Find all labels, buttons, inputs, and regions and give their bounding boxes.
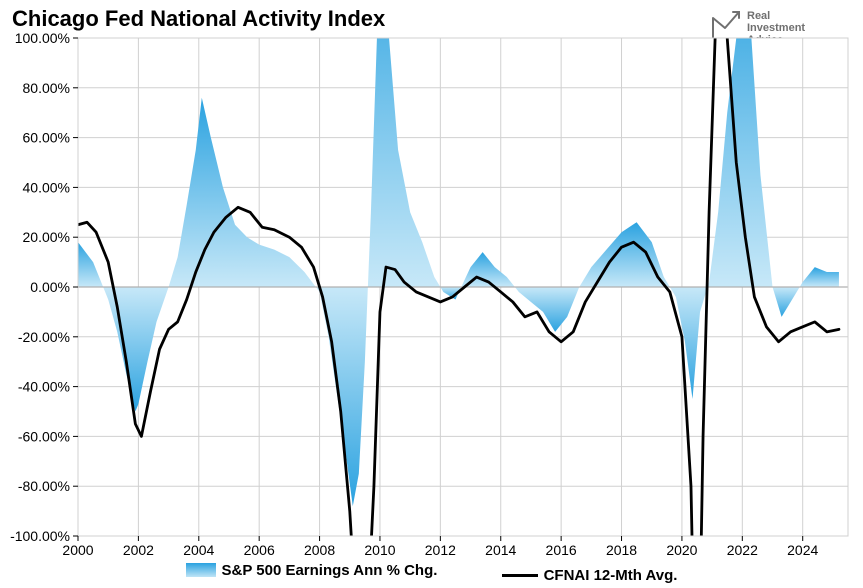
x-tick-label: 2022 xyxy=(727,542,758,558)
x-tick-label: 2018 xyxy=(606,542,637,558)
x-tick-label: 2002 xyxy=(123,542,154,558)
y-tick-label: 60.00% xyxy=(23,130,70,146)
y-tick-label: 100.00% xyxy=(15,30,70,46)
x-tick-label: 2016 xyxy=(546,542,577,558)
y-tick-label: -20.00% xyxy=(18,329,70,345)
x-tick-label: 2024 xyxy=(787,542,818,558)
x-tick-label: 2008 xyxy=(304,542,335,558)
chart-container: { "title": "Chicago Fed National Activit… xyxy=(0,0,863,588)
legend-label-line: CFNAI 12-Mth Avg. xyxy=(544,567,678,584)
chart-legend: S&P 500 Earnings Ann % Chg. CFNAI 12-Mth… xyxy=(0,562,863,585)
x-tick-label: 2004 xyxy=(183,542,214,558)
x-tick-label: 2010 xyxy=(364,542,395,558)
x-tick-label: 2006 xyxy=(244,542,275,558)
legend-label-area: S&P 500 Earnings Ann % Chg. xyxy=(222,562,438,579)
x-tick-label: 2014 xyxy=(485,542,516,558)
legend-item-area: S&P 500 Earnings Ann % Chg. xyxy=(186,562,438,579)
chart-plot: -100.00% -80.00% -60.00% -40.00% -20.00% 0.00… xyxy=(0,0,863,588)
legend-swatch-line xyxy=(502,574,538,577)
x-tick-label: 2012 xyxy=(425,542,456,558)
y-tick-label: -60.00% xyxy=(18,428,70,444)
y-tick-label: -40.00% xyxy=(18,379,70,395)
y-tick-label: 80.00% xyxy=(23,80,70,96)
y-tick-label: -80.00% xyxy=(18,478,70,494)
y-tick-label: 0.00% xyxy=(30,279,70,295)
x-tick-label: 2000 xyxy=(62,542,93,558)
y-tick-label: 40.00% xyxy=(23,179,70,195)
y-tick-label: 20.00% xyxy=(23,229,70,245)
x-tick-label: 2020 xyxy=(666,542,697,558)
legend-swatch-area xyxy=(186,563,216,577)
legend-item-line: CFNAI 12-Mth Avg. xyxy=(502,567,678,584)
y-tick-label: -100.00% xyxy=(10,528,70,544)
